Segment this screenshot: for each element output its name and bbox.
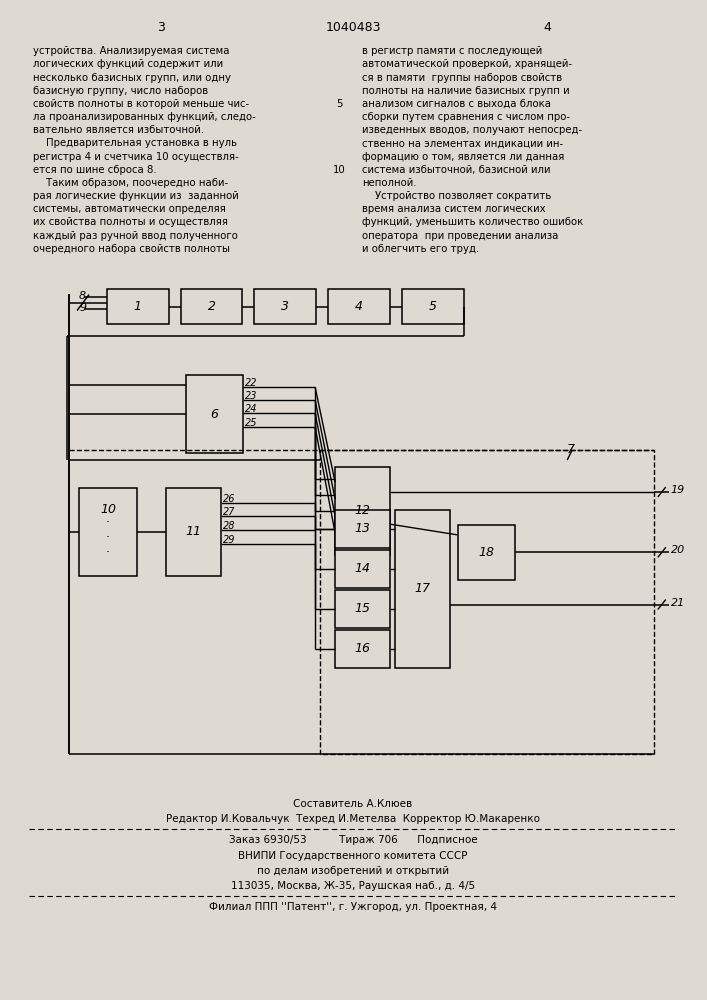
- Text: 13: 13: [354, 522, 370, 535]
- Text: вательно является избыточной.: вательно является избыточной.: [33, 125, 204, 135]
- Text: 4: 4: [543, 21, 551, 34]
- Text: 9: 9: [79, 303, 86, 313]
- Bar: [320, 450, 654, 754]
- Text: сборки путем сравнения с числом про-: сборки путем сравнения с числом про-: [362, 112, 570, 122]
- Text: 24: 24: [245, 404, 258, 414]
- Text: неполной.: неполной.: [362, 178, 416, 188]
- Bar: [335, 510, 390, 548]
- Text: ·
·
·: · · ·: [106, 516, 110, 559]
- Text: полноты на наличие базисных групп и: полноты на наличие базисных групп и: [362, 86, 570, 96]
- Text: 15: 15: [354, 602, 370, 615]
- Text: системы, автоматически определяя: системы, автоматически определяя: [33, 204, 226, 214]
- Text: формацию о том, является ли данная: формацию о том, является ли данная: [362, 152, 564, 162]
- Text: ся в памяти  группы наборов свойств: ся в памяти группы наборов свойств: [362, 73, 562, 83]
- Bar: [181, 289, 243, 324]
- Bar: [335, 630, 390, 668]
- Bar: [328, 289, 390, 324]
- Bar: [335, 550, 390, 588]
- Bar: [186, 375, 243, 453]
- Text: Составитель А.Клюев: Составитель А.Клюев: [293, 799, 413, 809]
- Text: 6: 6: [211, 408, 218, 421]
- Text: Филиал ППП ''Патент'', г. Ужгород, ул. Проектная, 4: Филиал ППП ''Патент'', г. Ужгород, ул. П…: [209, 902, 497, 912]
- Text: Редактор И.Ковальчук  Техред И.Метелва  Корректор Ю.Макаренко: Редактор И.Ковальчук Техред И.Метелва Ко…: [166, 814, 540, 824]
- Text: 11: 11: [185, 525, 201, 538]
- Text: анализом сигналов с выхода блока: анализом сигналов с выхода блока: [362, 99, 551, 109]
- Text: 17: 17: [414, 582, 431, 595]
- Text: 12: 12: [354, 504, 370, 517]
- Text: 8: 8: [79, 291, 86, 301]
- Text: каждый раз ручной ввод полученного: каждый раз ручной ввод полученного: [33, 231, 238, 241]
- Text: регистра 4 и счетчика 10 осуществля-: регистра 4 и счетчика 10 осуществля-: [33, 152, 239, 162]
- Text: 113035, Москва, Ж-35, Раушская наб., д. 4/5: 113035, Москва, Ж-35, Раушская наб., д. …: [231, 881, 475, 891]
- Text: 3: 3: [281, 300, 289, 313]
- Text: 19: 19: [671, 485, 685, 495]
- Text: 18: 18: [479, 546, 494, 559]
- Text: 26: 26: [223, 494, 235, 504]
- Text: 4: 4: [355, 300, 363, 313]
- Text: несколько базисных групп, или одну: несколько базисных групп, или одну: [33, 73, 231, 83]
- Text: устройства. Анализируемая система: устройства. Анализируемая система: [33, 46, 230, 56]
- Text: система избыточной, базисной или: система избыточной, базисной или: [362, 165, 551, 175]
- Text: 1: 1: [134, 300, 142, 313]
- Text: время анализа систем логических: время анализа систем логических: [362, 204, 546, 214]
- Text: изведенных вводов, получают непосред-: изведенных вводов, получают непосред-: [362, 125, 582, 135]
- Text: Заказ 6930/53          Тираж 706      Подписное: Заказ 6930/53 Тираж 706 Подписное: [228, 835, 477, 845]
- Text: базисную группу, число наборов: базисную группу, число наборов: [33, 86, 209, 96]
- Text: 22: 22: [245, 378, 258, 388]
- Text: автоматической проверкой, хранящей-: автоматической проверкой, хранящей-: [362, 59, 572, 69]
- Text: 16: 16: [354, 642, 370, 655]
- Text: свойств полноты в которой меньше чис-: свойств полноты в которой меньше чис-: [33, 99, 250, 109]
- Bar: [165, 488, 221, 576]
- Text: 5: 5: [428, 300, 437, 313]
- Bar: [335, 467, 390, 555]
- Text: рая логические функции из  заданной: рая логические функции из заданной: [33, 191, 239, 201]
- Bar: [395, 510, 450, 668]
- Bar: [107, 289, 169, 324]
- Bar: [79, 488, 137, 576]
- Text: 10: 10: [100, 503, 116, 516]
- Text: 29: 29: [223, 535, 235, 545]
- Bar: [255, 289, 316, 324]
- Text: Предварительная установка в нуль: Предварительная установка в нуль: [33, 138, 238, 148]
- Text: 2: 2: [208, 300, 216, 313]
- Text: логических функций содержит или: логических функций содержит или: [33, 59, 223, 69]
- Text: 28: 28: [223, 521, 235, 531]
- Bar: [402, 289, 464, 324]
- Text: 7: 7: [567, 443, 575, 456]
- Text: ется по шине сброса 8.: ется по шине сброса 8.: [33, 165, 157, 175]
- Text: ла проанализированных функций, следо-: ла проанализированных функций, следо-: [33, 112, 256, 122]
- Text: ВНИПИ Государственного комитета СССР: ВНИПИ Государственного комитета СССР: [238, 851, 468, 861]
- Text: 3: 3: [157, 21, 165, 34]
- Text: 23: 23: [245, 391, 258, 401]
- Text: 21: 21: [671, 598, 685, 608]
- Text: 14: 14: [354, 562, 370, 575]
- Text: очередного набора свойств полноты: очередного набора свойств полноты: [33, 244, 230, 254]
- Text: 1040483: 1040483: [325, 21, 381, 34]
- Text: оператора  при проведении анализа: оператора при проведении анализа: [362, 231, 559, 241]
- Text: 20: 20: [671, 545, 685, 555]
- Text: Устройство позволяет сократить: Устройство позволяет сократить: [362, 191, 551, 201]
- Text: по делам изобретений и открытий: по делам изобретений и открытий: [257, 866, 449, 876]
- Bar: [457, 525, 515, 580]
- Text: и облегчить его труд.: и облегчить его труд.: [362, 244, 479, 254]
- Text: 10: 10: [333, 165, 346, 175]
- Text: 27: 27: [223, 507, 235, 517]
- Text: функций, уменьшить количество ошибок: функций, уменьшить количество ошибок: [362, 217, 583, 227]
- Text: 25: 25: [245, 418, 258, 428]
- Text: их свойства полноты и осуществляя: их свойства полноты и осуществляя: [33, 217, 228, 227]
- Text: ственно на элементах индикации ин-: ственно на элементах индикации ин-: [362, 138, 563, 148]
- Text: 5: 5: [336, 99, 343, 109]
- Bar: [335, 590, 390, 628]
- Text: в регистр памяти с последующей: в регистр памяти с последующей: [362, 46, 542, 56]
- Text: Таким образом, поочередно наби-: Таким образом, поочередно наби-: [33, 178, 228, 188]
